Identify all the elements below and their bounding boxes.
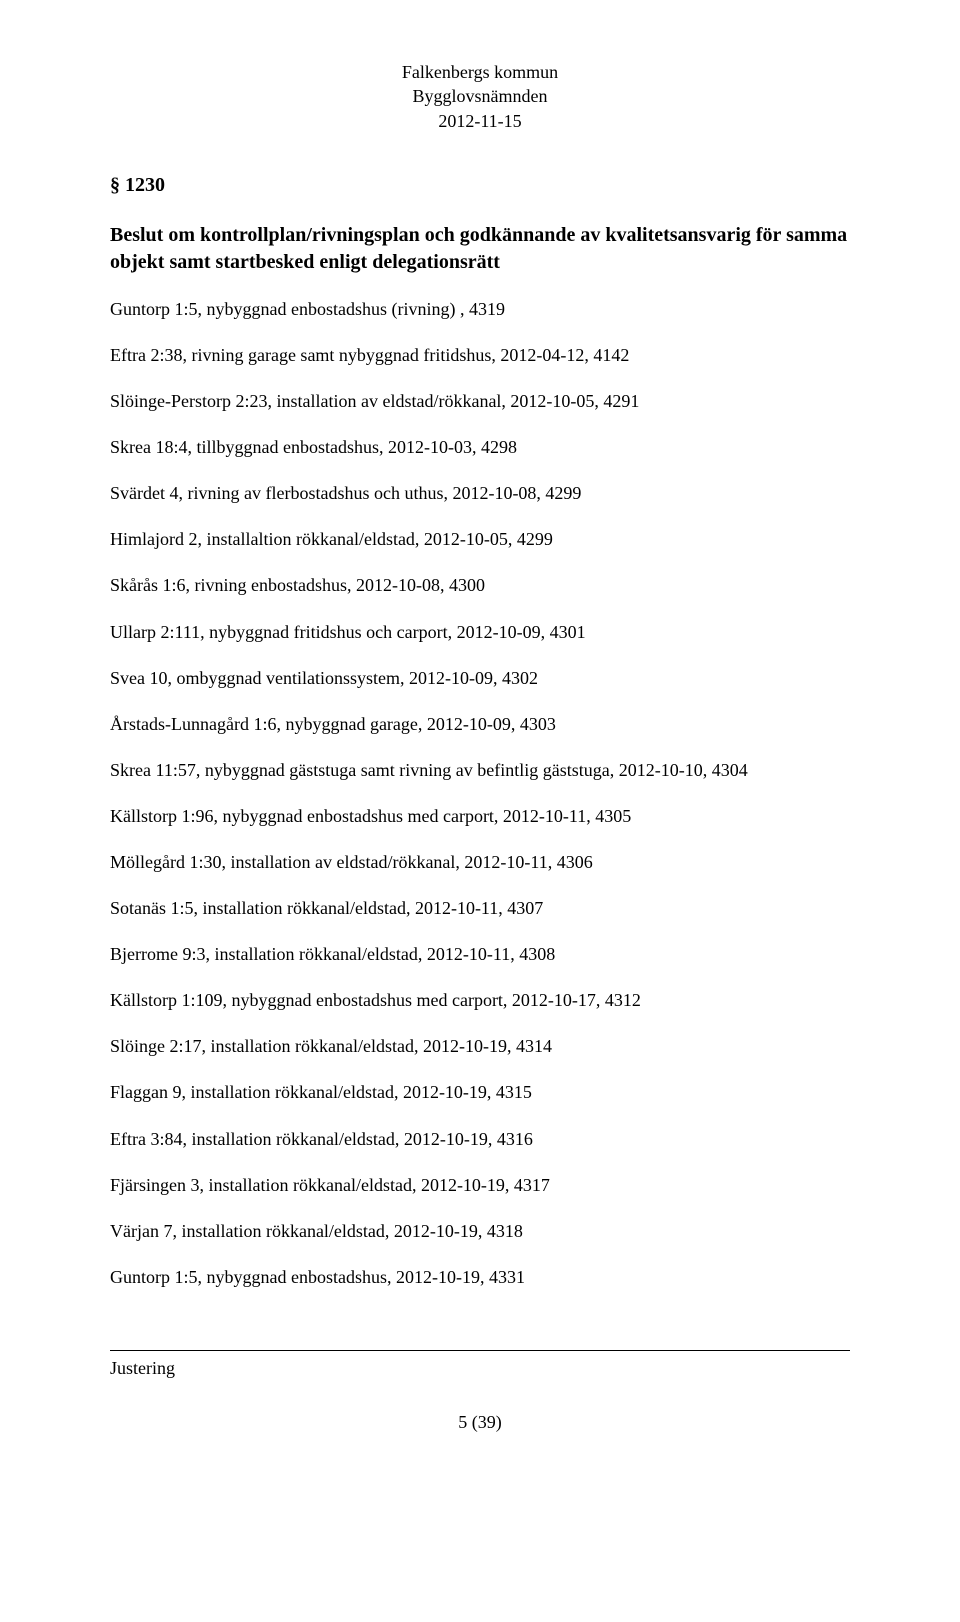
entry-line: Skrea 18:4, tillbyggnad enbostadshus, 20… — [110, 434, 850, 460]
entry-line: Skrea 11:57, nybyggnad gäststuga samt ri… — [110, 757, 850, 783]
section-number: § 1230 — [110, 171, 850, 200]
entry-line: Himlajord 2, installaltion rökkanal/elds… — [110, 526, 850, 552]
entries-list: Guntorp 1:5, nybyggnad enbostadshus (riv… — [110, 296, 850, 1290]
entry-line: Guntorp 1:5, nybyggnad enbostadshus (riv… — [110, 296, 850, 322]
entry-line: Ullarp 2:111, nybyggnad fritidshus och c… — [110, 619, 850, 645]
header-date: 2012-11-15 — [110, 109, 850, 133]
entry-line: Eftra 2:38, rivning garage samt nybyggna… — [110, 342, 850, 368]
entry-line: Slöinge-Perstorp 2:23, installation av e… — [110, 388, 850, 414]
section-title: Beslut om kontrollplan/rivningsplan och … — [110, 222, 850, 276]
entry-line: Årstads-Lunnagård 1:6, nybyggnad garage,… — [110, 711, 850, 737]
justering-label: Justering — [110, 1355, 850, 1381]
entry-line: Sotanäs 1:5, installation rökkanal/eldst… — [110, 895, 850, 921]
entry-line: Slöinge 2:17, installation rökkanal/elds… — [110, 1033, 850, 1059]
entry-line: Flaggan 9, installation rökkanal/eldstad… — [110, 1079, 850, 1105]
header-municipality: Falkenbergs kommun — [110, 60, 850, 84]
entry-line: Möllegård 1:30, installation av eldstad/… — [110, 849, 850, 875]
entry-line: Skårås 1:6, rivning enbostadshus, 2012-1… — [110, 572, 850, 598]
entry-line: Fjärsingen 3, installation rökkanal/elds… — [110, 1172, 850, 1198]
footer: Justering 5 (39) — [110, 1350, 850, 1435]
entry-line: Svea 10, ombyggnad ventilationssystem, 2… — [110, 665, 850, 691]
entry-line: Svärdet 4, rivning av flerbostadshus och… — [110, 480, 850, 506]
entry-line: Källstorp 1:109, nybyggnad enbostadshus … — [110, 987, 850, 1013]
page-number: 5 (39) — [110, 1409, 850, 1435]
entry-line: Värjan 7, installation rökkanal/eldstad,… — [110, 1218, 850, 1244]
header-committee: Bygglovsnämnden — [110, 84, 850, 108]
footer-rule — [110, 1350, 850, 1351]
entry-line: Guntorp 1:5, nybyggnad enbostadshus, 201… — [110, 1264, 850, 1290]
document-header: Falkenbergs kommun Bygglovsnämnden 2012-… — [110, 60, 850, 133]
entry-line: Eftra 3:84, installation rökkanal/eldsta… — [110, 1126, 850, 1152]
entry-line: Bjerrome 9:3, installation rökkanal/elds… — [110, 941, 850, 967]
entry-line: Källstorp 1:96, nybyggnad enbostadshus m… — [110, 803, 850, 829]
